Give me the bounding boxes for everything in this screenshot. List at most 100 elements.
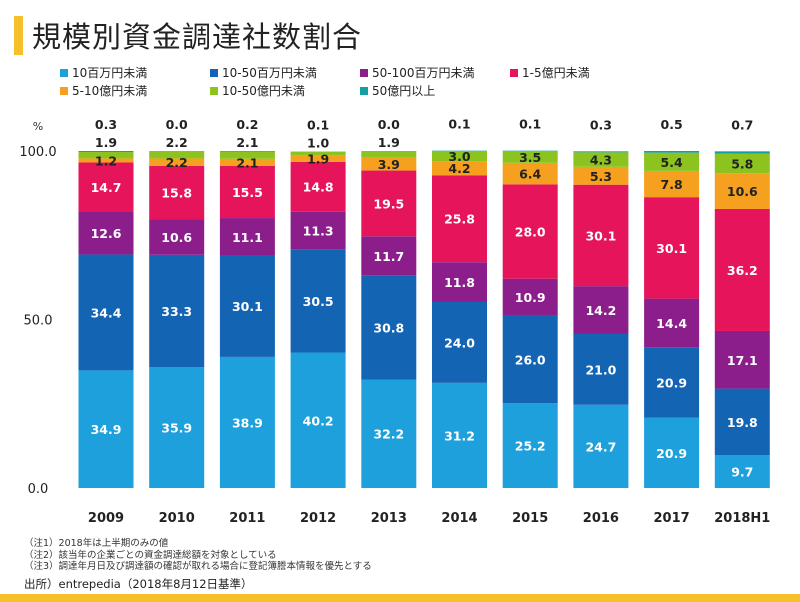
data-label: 14.2 <box>585 303 616 318</box>
data-label: 15.8 <box>161 185 192 200</box>
data-label: 1.9 <box>95 135 117 150</box>
bar-segment <box>573 166 629 185</box>
y-axis-unit: % <box>33 120 43 133</box>
y-tick-label: 50.0 <box>24 314 53 329</box>
data-label: 38.9 <box>232 415 263 430</box>
bar-segment <box>219 255 275 357</box>
data-label: 30.1 <box>585 228 616 243</box>
bar-segment <box>219 218 275 256</box>
source: 出所）entrepedia（2018年8月12日基準） <box>24 577 253 591</box>
legend-label: 10百万円未満 <box>72 66 148 80</box>
data-label: 0.1 <box>448 117 470 132</box>
data-label: 10.6 <box>161 230 192 245</box>
bar-segment <box>78 158 134 163</box>
legend-item: 1-5億円未満 <box>510 64 590 81</box>
legend-label: 1-5億円未満 <box>522 66 590 80</box>
bar-segment <box>219 151 275 152</box>
bar-segment <box>432 175 487 263</box>
bar-segment <box>290 211 346 250</box>
data-label: 0.0 <box>166 117 188 132</box>
data-label: 12.6 <box>91 226 122 241</box>
data-label: 40.2 <box>303 413 334 428</box>
data-label: 30.8 <box>373 321 404 336</box>
data-label: 3.9 <box>378 157 400 172</box>
legend-swatch <box>210 68 218 77</box>
bar-segment <box>573 333 629 405</box>
bar-segment <box>432 161 487 176</box>
legend-item: 50-100百万円未満 <box>360 64 475 81</box>
data-label: 10.9 <box>515 290 546 305</box>
bar-segment <box>290 249 346 353</box>
legend-swatch <box>360 86 368 95</box>
data-label: 21.0 <box>585 362 616 377</box>
data-label: 28.0 <box>515 225 546 240</box>
data-label: 4.2 <box>448 161 470 176</box>
data-label: 31.2 <box>444 428 475 443</box>
title-accent-bar <box>14 16 23 55</box>
data-label: 5.4 <box>661 155 683 170</box>
bar-segment <box>219 151 275 159</box>
data-label: 11.8 <box>444 275 475 290</box>
data-label: 9.7 <box>731 465 753 480</box>
page-title: 規模別資金調達社数割合 <box>32 20 363 54</box>
bar-segment <box>644 152 700 171</box>
legend-swatch <box>60 68 68 77</box>
x-tick-label: 2010 <box>159 511 195 526</box>
x-tick-label: 2017 <box>654 511 690 526</box>
data-label: 2.2 <box>166 135 188 150</box>
data-label: 30.5 <box>303 294 334 309</box>
x-tick-label: 2011 <box>229 511 265 526</box>
data-label: 5.8 <box>731 156 753 171</box>
bar-segment <box>714 208 770 331</box>
data-label: 0.0 <box>378 117 400 132</box>
legend-item: 50億円以上 <box>360 82 435 99</box>
bar-segment <box>432 151 487 162</box>
bar-segment <box>502 184 558 279</box>
data-label: 5.3 <box>590 169 612 184</box>
legend-swatch <box>210 86 218 95</box>
bar-segment <box>290 161 346 212</box>
bar-segment <box>78 152 134 159</box>
bar-segment <box>361 236 417 276</box>
bar-segment <box>714 330 770 389</box>
bar-segment <box>573 152 629 167</box>
bar-segment <box>219 158 275 166</box>
legend-item: 10百万円未満 <box>60 64 147 81</box>
data-label: 30.1 <box>656 241 687 256</box>
legend-swatch <box>510 68 518 77</box>
bar-segment <box>644 170 700 198</box>
x-tick-label: 2014 <box>441 511 477 526</box>
data-label: 14.4 <box>656 316 687 331</box>
data-label: 1.0 <box>307 136 329 151</box>
data-label: 32.2 <box>373 427 404 442</box>
legend-label: 50億円以上 <box>372 84 436 98</box>
data-label: 26.0 <box>515 352 546 367</box>
bar-segment <box>714 173 770 209</box>
data-label: 4.3 <box>590 153 612 168</box>
data-label: 25.8 <box>444 212 475 227</box>
legend-swatch <box>360 68 368 77</box>
data-label: 2.1 <box>236 155 258 170</box>
data-label: 7.8 <box>661 177 683 192</box>
data-label: 15.5 <box>232 185 263 200</box>
data-label: 14.7 <box>91 180 122 195</box>
bar-segment <box>361 170 417 237</box>
bar-segment <box>149 151 205 159</box>
bar-segment <box>644 298 700 348</box>
bar-segment <box>361 151 417 158</box>
bar-segment <box>290 155 346 162</box>
data-label: 11.1 <box>232 230 263 245</box>
y-tick-label: 100.0 <box>19 145 56 160</box>
legend-label: 10-50百万円未満 <box>222 66 317 80</box>
data-label: 34.4 <box>91 305 122 320</box>
legend-item: 5-10億円未満 <box>60 82 147 99</box>
notes: （注1）2018年は上半期のみの値 （注2）該当年の企業ごとの資金調達総額を対象… <box>24 538 372 573</box>
bar-segment <box>573 286 629 334</box>
bar-segment <box>714 455 770 488</box>
bar-segment <box>149 254 205 368</box>
bar-segment <box>502 278 558 316</box>
data-label: 6.4 <box>519 167 541 182</box>
bar-segment <box>219 356 275 488</box>
bar-segment <box>361 275 417 380</box>
bar-segment <box>644 347 700 418</box>
